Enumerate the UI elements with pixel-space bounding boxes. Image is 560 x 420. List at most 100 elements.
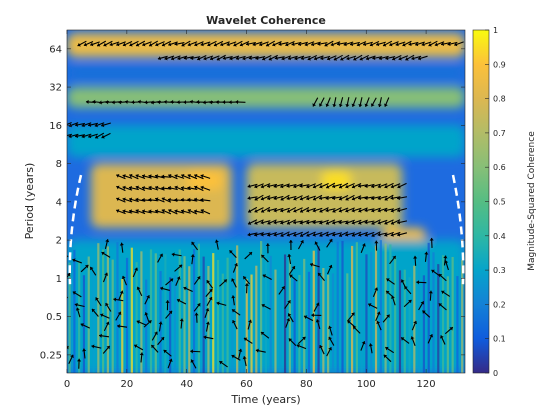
phase-arrow [299, 206, 310, 213]
phase-arrow-head [312, 232, 316, 237]
colorbar-label: Magnitude-Squared Coherence [527, 131, 537, 271]
phase-arrow-head [122, 174, 126, 179]
phase-arrow [413, 255, 418, 266]
phase-arrow-head [135, 209, 139, 213]
phase-arrow-head [413, 255, 418, 259]
phase-arrow [385, 346, 395, 354]
phase-arrow [389, 41, 399, 47]
phase-arrow [167, 358, 173, 369]
coherence-stripe [145, 279, 148, 373]
phase-arrow-head [377, 232, 381, 237]
phase-arrow-head [190, 349, 193, 354]
phase-arrow [265, 243, 270, 254]
phase-arrow-head [286, 232, 290, 237]
phase-arrow-shaft [60, 264, 67, 272]
coherence-stripe [135, 262, 138, 373]
phase-arrow-head [293, 196, 297, 201]
phase-arrow-head [151, 100, 154, 105]
y-tick-label: 2 [56, 236, 62, 247]
phase-arrow-head [371, 184, 375, 189]
phase-arrow [297, 41, 308, 47]
phase-arrow [174, 264, 183, 272]
phase-arrow-head [300, 209, 304, 213]
phase-arrow [306, 183, 316, 189]
phase-arrow [268, 54, 278, 61]
phase-arrow-head [353, 326, 357, 330]
phase-arrow [194, 185, 204, 192]
phase-arrow-head [183, 56, 187, 61]
phase-arrow-head [164, 56, 168, 61]
phase-arrow-head [255, 348, 259, 353]
phase-arrow-head [274, 56, 278, 61]
phase-arrow-head [364, 208, 368, 213]
phase-arrow [364, 97, 370, 107]
phase-arrow-head [408, 42, 412, 47]
phase-arrow [421, 41, 432, 47]
phase-arrow [205, 288, 213, 297]
phase-arrow [72, 258, 82, 264]
phase-arrow [94, 122, 105, 128]
y-tick-label: 16 [49, 121, 62, 132]
phase-arrows [60, 40, 464, 369]
coherence-stripe [389, 244, 392, 373]
phase-arrow [287, 55, 298, 61]
phase-arrow [187, 185, 198, 191]
phase-arrow-head [137, 99, 141, 104]
coherence-stripe [274, 269, 277, 373]
phase-arrow [161, 197, 172, 203]
phase-arrow-head [306, 233, 310, 237]
phase-arrow [384, 208, 395, 213]
phase-arrow-head [209, 288, 213, 293]
phase-arrow-head [72, 291, 77, 295]
coherence-stripe [173, 275, 177, 373]
phase-arrow-head [441, 41, 445, 47]
phase-arrow [74, 302, 85, 308]
phase-arrow-head [232, 320, 236, 324]
phase-arrow [438, 303, 447, 311]
phase-arrow-head [196, 276, 201, 280]
phase-arrow-head [155, 209, 159, 214]
phase-arrow-head [90, 42, 94, 47]
phase-arrow-head [356, 42, 361, 47]
phase-arrow-head [231, 354, 235, 359]
phase-arrow-head [364, 220, 368, 225]
phase-arrow-head [207, 42, 211, 47]
phase-arrow [328, 336, 335, 346]
coi-right [451, 174, 465, 285]
phase-arrow-head [229, 56, 233, 61]
phase-arrow [312, 194, 323, 201]
phase-arrow-head [314, 241, 319, 245]
phase-arrow [267, 195, 278, 201]
phase-arrow-head [328, 239, 333, 243]
phase-arrow-head [343, 42, 347, 47]
phase-arrow [191, 241, 199, 251]
phase-arrow-head [300, 56, 304, 61]
phase-arrow [196, 55, 207, 61]
phase-arrow [307, 55, 318, 61]
phase-arrow-head [75, 307, 80, 311]
phase-arrow [359, 54, 369, 61]
phase-arrow [397, 232, 408, 237]
phase-arrow-head [273, 220, 277, 225]
phase-arrow [190, 349, 201, 354]
phase-arrow-head [386, 314, 390, 318]
phase-arrow-head [116, 209, 120, 214]
phase-arrow-head [242, 56, 246, 61]
phase-arrow [117, 324, 128, 329]
phase-arrow [255, 56, 266, 61]
phase-arrow-head [391, 221, 395, 225]
phase-arrow-head [319, 345, 323, 349]
phase-arrow [165, 310, 173, 319]
coherence-stripe [422, 275, 426, 373]
colorbar-ticks: 0 0.1 0.2 0.3 0.4 0.5 0.6 0.7 0.8 0.9 1 [485, 26, 506, 378]
phase-arrow-head [200, 185, 204, 190]
phase-arrow [345, 97, 350, 108]
phase-arrow [200, 185, 211, 191]
phase-arrow-head [190, 56, 194, 61]
phase-arrow-head [129, 173, 133, 178]
phase-arrow [231, 354, 241, 361]
phase-arrow-head [431, 269, 435, 274]
phase-arrow-head [358, 208, 362, 213]
phase-arrow [116, 185, 126, 192]
